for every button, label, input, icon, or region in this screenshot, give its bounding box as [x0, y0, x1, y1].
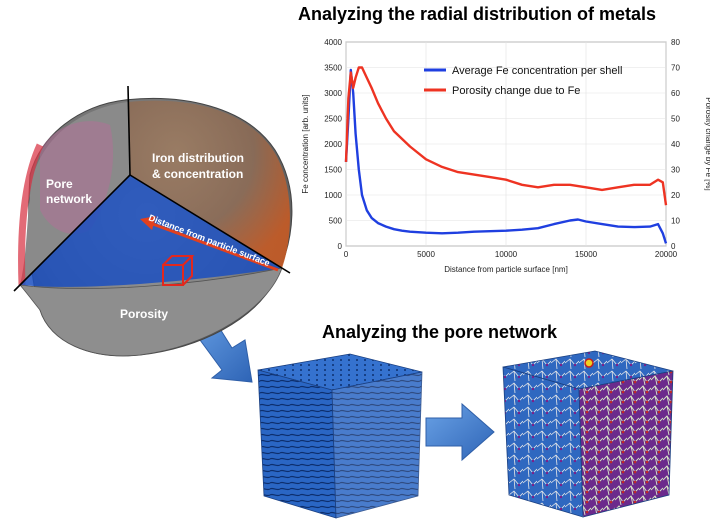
y-tick-label: 1500	[324, 166, 342, 175]
pore-network-rim	[18, 143, 44, 286]
radial-distribution-title: Analyzing the radial distribution of met…	[298, 4, 657, 24]
x-tick-label: 5000	[417, 250, 435, 259]
y-tick-label: 4000	[324, 38, 342, 47]
y2-tick-label: 0	[671, 242, 676, 251]
y2-tick-label: 60	[671, 89, 680, 98]
pore-network-graph-cube	[502, 350, 674, 518]
y2-tick-label: 10	[671, 217, 680, 226]
divider-line-right	[129, 174, 291, 274]
graph-cube-right-face	[578, 370, 674, 518]
y2-tick-label: 80	[671, 38, 680, 47]
lower-rock-face	[19, 267, 283, 357]
x-tick-label: 15000	[575, 250, 598, 259]
x-axis-label: Distance from particle surface [nm]	[444, 265, 568, 274]
distance-arrow-shaft	[149, 221, 279, 272]
y-tick-label: 2000	[324, 140, 342, 149]
graph-cube-left-face	[502, 366, 584, 518]
cube-right-face	[331, 371, 423, 519]
series-line-porosity-change	[344, 66, 668, 206]
y-tick-label: 500	[329, 217, 343, 226]
iron-label-line1: Iron distribution	[152, 151, 244, 165]
x-tick-label: 0	[344, 250, 349, 259]
pore-label-line1: Pore	[46, 177, 73, 191]
iron-sector	[128, 100, 290, 268]
pore-label-line2: network	[46, 192, 92, 206]
y-tick-label: 2500	[324, 115, 342, 124]
particle-cross-section: Iron distribution & concentration Pore n…	[13, 85, 293, 357]
y2-tick-label: 70	[671, 64, 680, 73]
graph-hotspot	[584, 358, 594, 368]
y-tick-label: 1000	[324, 191, 342, 200]
iron-label-line2: & concentration	[152, 167, 243, 181]
y-tick-label: 3000	[324, 89, 342, 98]
y2-tick-label: 30	[671, 166, 680, 175]
series-line-fe-concentration	[344, 68, 668, 244]
cube-left-face	[257, 369, 337, 519]
divider-line-left	[13, 174, 131, 292]
y2-tick-label: 40	[671, 140, 680, 149]
distance-arrow-head	[140, 216, 156, 230]
pore-network-sector	[20, 102, 130, 285]
y2-axis-label: Porosity change by Fe [%]	[704, 97, 710, 190]
y2-tick-label: 20	[671, 191, 680, 200]
pore-network-texture	[40, 121, 114, 234]
pore-network-cube	[257, 353, 423, 519]
legend-label-0: Average Fe concentration per shell	[452, 65, 622, 77]
pore-network-title: Analyzing the pore network	[322, 322, 558, 342]
x-tick-label: 20000	[655, 250, 678, 259]
sample-cube-icon	[162, 255, 195, 286]
divider-line-top	[127, 85, 131, 176]
y2-tick-label: 50	[671, 115, 680, 124]
right-flow-arrow	[425, 402, 495, 462]
y-tick-label: 0	[338, 242, 343, 251]
y-axis-label: Fe concentration [arb. units]	[301, 94, 310, 193]
porosity-label: Porosity	[120, 307, 168, 321]
porosity-sector	[20, 175, 282, 287]
y-tick-label: 3500	[324, 64, 342, 73]
radial-distribution-chart: 0500100015002000250030003500400001020304…	[301, 38, 710, 274]
legend-label-1: Porosity change due to Fe	[452, 85, 580, 97]
x-tick-label: 10000	[495, 250, 518, 259]
